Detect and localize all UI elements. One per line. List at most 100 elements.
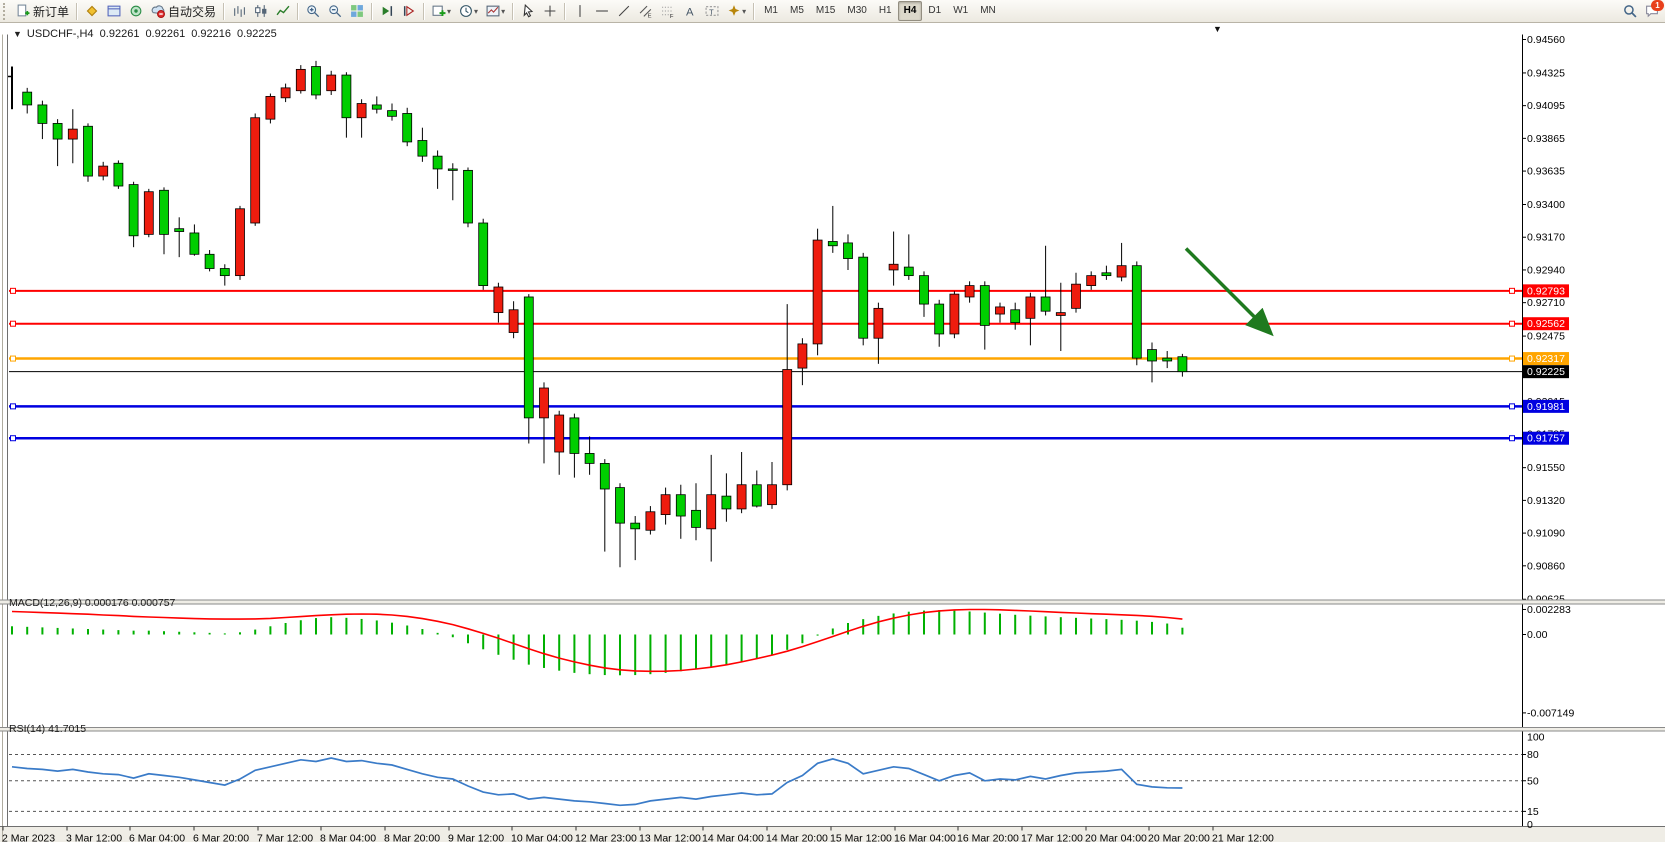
text-label-button[interactable]: T (701, 0, 723, 22)
svg-text:0.91320: 0.91320 (1527, 495, 1565, 507)
chart-window[interactable]: 0.94560 0.94325 0.94095 0.93865 0.93635 0.934… (0, 23, 1665, 842)
toolbar-separator (512, 2, 515, 20)
toolbar-separator (371, 2, 374, 20)
notifications-button[interactable]: 1 (1641, 0, 1664, 22)
chevron-down-icon[interactable]: ▾ (501, 6, 506, 16)
chevron-down-icon[interactable]: ▾ (447, 6, 452, 16)
svg-text:A: A (686, 6, 694, 18)
timeframe-button-m30[interactable]: M30 (847, 5, 867, 16)
hline-icon (595, 4, 609, 18)
bar-chart-button[interactable] (228, 0, 250, 22)
new-order-button[interactable]: 新订单 (12, 0, 73, 22)
data-window-button[interactable] (103, 0, 125, 22)
autotrading-icon (151, 4, 166, 19)
zoom-out-icon (328, 4, 342, 18)
svg-text:16 Mar 04:00: 16 Mar 04:00 (894, 833, 956, 842)
chart-menu-triangle-icon[interactable]: ▼ (13, 29, 22, 39)
zoom-out-button[interactable] (324, 0, 346, 22)
navigator-icon (129, 4, 143, 18)
line-handle[interactable] (10, 435, 16, 442)
crosshair-button[interactable] (539, 0, 561, 22)
timeframe-button-w1[interactable]: W1 (953, 5, 969, 16)
svg-text:0.92475: 0.92475 (1527, 331, 1565, 343)
line-handle[interactable] (10, 403, 16, 410)
svg-text:0.92793: 0.92793 (1527, 285, 1565, 297)
equidistant-channel-button[interactable]: E (635, 0, 657, 22)
period-button[interactable]: ▾ (455, 0, 482, 22)
vertical-line-button[interactable] (569, 0, 591, 22)
zoom-in-button[interactable] (302, 0, 324, 22)
svg-text:0.002283: 0.002283 (1527, 604, 1571, 616)
svg-text:0.91981: 0.91981 (1527, 401, 1565, 413)
svg-text:16 Mar 20:00: 16 Mar 20:00 (957, 833, 1019, 842)
svg-text:0.93865: 0.93865 (1527, 133, 1565, 145)
horizontal-level-lines[interactable] (9, 287, 1522, 442)
timeframe-button-m15[interactable]: M15 (815, 5, 836, 16)
svg-text:15: 15 (1527, 806, 1539, 818)
trendline-button[interactable] (613, 0, 635, 22)
svg-text:3 Mar 12:00: 3 Mar 12:00 (66, 833, 122, 842)
svg-text:E: E (648, 13, 652, 18)
timeframe-button-mn[interactable]: MN (980, 5, 996, 16)
add-indicator-icon (432, 4, 446, 18)
chat-icon: 1 (1645, 0, 1664, 18)
vline-icon (573, 4, 587, 18)
add-indicator-button[interactable]: ▾ (428, 0, 455, 22)
notification-badge: 1 (1651, 0, 1664, 11)
chevron-down-icon[interactable]: ▾ (474, 6, 479, 16)
text-button[interactable]: A (679, 0, 701, 22)
svg-text:2 Mar 2023: 2 Mar 2023 (2, 833, 55, 842)
svg-text:0.94095: 0.94095 (1527, 100, 1565, 112)
chart-title[interactable]: ▼ USDCHF-,H4 0.92261 0.92261 0.92216 0.92225 (13, 28, 277, 40)
svg-text:100: 100 (1527, 732, 1545, 744)
search-button[interactable] (1619, 0, 1641, 22)
crosshair-icon (543, 4, 557, 18)
svg-text:0.91757: 0.91757 (1527, 433, 1565, 445)
timeframe-button-m5[interactable]: M5 (790, 5, 804, 16)
price-line-label: 0.92317 (1523, 352, 1569, 366)
chart-shift-button[interactable] (398, 0, 420, 22)
candlesticks (8, 60, 1188, 568)
chart-canvas[interactable]: 0.94560 0.94325 0.94095 0.93865 0.93635 0.934… (0, 23, 1665, 842)
line-handle[interactable] (10, 320, 16, 327)
fibonacci-button[interactable]: F (657, 0, 679, 22)
line-handle[interactable] (10, 355, 16, 362)
timeframe-button-h1[interactable]: H1 (878, 5, 892, 16)
line-chart-button[interactable] (272, 0, 294, 22)
autotrading-button[interactable]: 自动交易 (147, 0, 220, 22)
svg-text:-0.007149: -0.007149 (1527, 707, 1574, 719)
trend-arrow-annotation[interactable] (1184, 247, 1274, 337)
svg-text:14 Mar 20:00: 14 Mar 20:00 (766, 833, 828, 842)
tile-windows-button[interactable] (346, 0, 368, 22)
navigator-button[interactable] (125, 0, 147, 22)
line-handle[interactable] (1509, 320, 1515, 327)
chart-shift-marker-icon[interactable]: ▼ (1213, 24, 1222, 34)
market-watch-button[interactable] (81, 0, 103, 22)
templates-icon (486, 4, 500, 18)
line-handle[interactable] (1509, 355, 1515, 362)
ohlc-high: 0.92261 (145, 28, 186, 40)
horizontal-line-button[interactable] (591, 0, 613, 22)
timeframe-button-d1[interactable]: D1 (928, 5, 942, 16)
chevron-down-icon[interactable]: ▾ (742, 6, 747, 16)
line-handle[interactable] (10, 287, 16, 294)
svg-text:7 Mar 12:00: 7 Mar 12:00 (257, 833, 313, 842)
candlestick-chart-button[interactable] (250, 0, 272, 22)
auto-scroll-button[interactable] (376, 0, 398, 22)
ohlc-open: 0.92261 (99, 28, 140, 40)
line-handle[interactable] (1509, 403, 1515, 410)
toolbar-grip (3, 2, 9, 20)
ohlc-low: 0.92216 (191, 28, 231, 40)
svg-text:17 Mar 12:00: 17 Mar 12:00 (1021, 833, 1083, 842)
line-handle[interactable] (1509, 435, 1515, 442)
svg-text:0.93400: 0.93400 (1527, 199, 1565, 211)
svg-text:0.92562: 0.92562 (1527, 318, 1565, 330)
templates-button[interactable]: ▾ (482, 0, 509, 22)
line-handle[interactable] (1509, 287, 1515, 294)
svg-text:9 Mar 12:00: 9 Mar 12:00 (448, 833, 504, 842)
timeframe-button-h4[interactable]: H4 (897, 1, 923, 21)
arrows-button[interactable]: ▾ (723, 0, 750, 22)
cursor-button[interactable] (517, 0, 539, 22)
timeframe-button-m1[interactable]: M1 (764, 5, 778, 16)
svg-text:0.90860: 0.90860 (1527, 560, 1565, 572)
